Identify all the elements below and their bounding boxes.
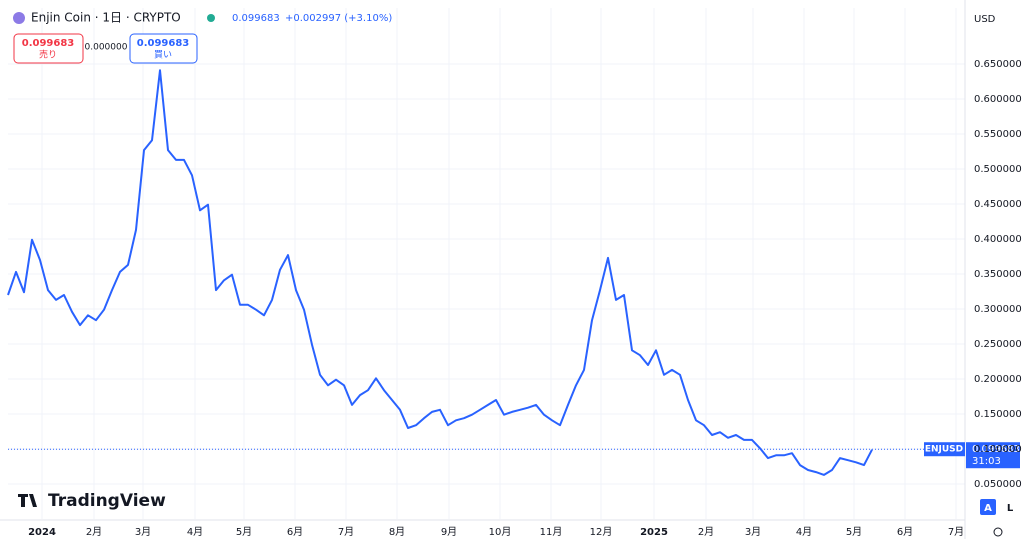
y-tick-label: 0.400000 [974, 234, 1022, 245]
logo-icon [18, 494, 37, 507]
auto-label: A [984, 503, 992, 514]
x-tick-label: 4月 [187, 526, 203, 538]
coin-icon [13, 12, 25, 24]
y-tick-label: 0.450000 [974, 199, 1022, 210]
x-tick-label: 6月 [897, 526, 913, 538]
sell-price: 0.099683 [22, 38, 75, 49]
x-tick-label: 5月 [846, 526, 862, 538]
symbol-tag [924, 442, 965, 457]
log-label[interactable]: L [1007, 503, 1014, 514]
x-tick-label: 3月 [745, 526, 761, 538]
price-tag-label: 0.099683 [972, 444, 1020, 455]
status-dot [207, 14, 215, 22]
symbol-tag-label: ENJUSD [925, 445, 963, 455]
y-tick-label: 0.600000 [974, 94, 1022, 105]
x-tick-label: 8月 [389, 526, 405, 538]
y-tick-label: 0.050000 [974, 479, 1022, 490]
y-tick-label: 0.500000 [974, 164, 1022, 175]
symbol: Enjin Coin · 1日 · CRYPTO [31, 11, 181, 25]
buy-price: 0.099683 [137, 38, 190, 49]
y-tick-label: 0.350000 [974, 269, 1022, 280]
y-tick-label: 0.550000 [974, 129, 1022, 140]
currency[interactable]: USD [974, 14, 996, 25]
sell-label: 売り [39, 49, 57, 61]
x-tick-label: 7月 [338, 526, 354, 538]
price-change: +0.002997 (+3.10%) [285, 13, 392, 24]
price-line [7, 69, 873, 476]
x-tick-label: 11月 [540, 526, 563, 538]
x-tick-label: 10月 [489, 526, 512, 538]
y-tick-label: 0.200000 [974, 374, 1022, 385]
x-tick-label: 2月 [698, 526, 714, 538]
x-tick-label: 3月 [135, 526, 151, 538]
y-tick-label: 0.250000 [974, 339, 1022, 350]
y-tick-label: 0.300000 [974, 304, 1022, 315]
buy-label: 買い [154, 50, 172, 61]
x-tick-label: 7月 [948, 526, 964, 538]
x-tick-label: 2月 [86, 526, 102, 538]
auto-button[interactable] [980, 499, 996, 515]
x-tick-label: 12月 [590, 526, 613, 538]
x-tick-label: 4月 [796, 526, 812, 538]
x-tick-label: 9月 [441, 526, 457, 538]
x-tick-label: 2025 [640, 527, 668, 538]
y-tick-label: 0.150000 [974, 409, 1022, 420]
countdown: 31:03 [972, 456, 1001, 467]
sell-button[interactable] [13, 33, 84, 64]
x-tick-label: 6月 [287, 526, 303, 538]
x-tick-label: 2024 [28, 527, 56, 538]
buy-button[interactable] [129, 33, 198, 64]
price-tag [966, 442, 1020, 469]
settings-icon[interactable] [993, 527, 1003, 537]
y-tick-label: 0.650000 [974, 59, 1022, 70]
last-price: 0.099683 [232, 13, 280, 24]
x-tick-label: 5月 [236, 526, 252, 538]
y-tick-label: 0.100000 [974, 444, 1022, 455]
logo: TradingView [48, 491, 166, 511]
spread: 0.000000 [85, 43, 128, 53]
